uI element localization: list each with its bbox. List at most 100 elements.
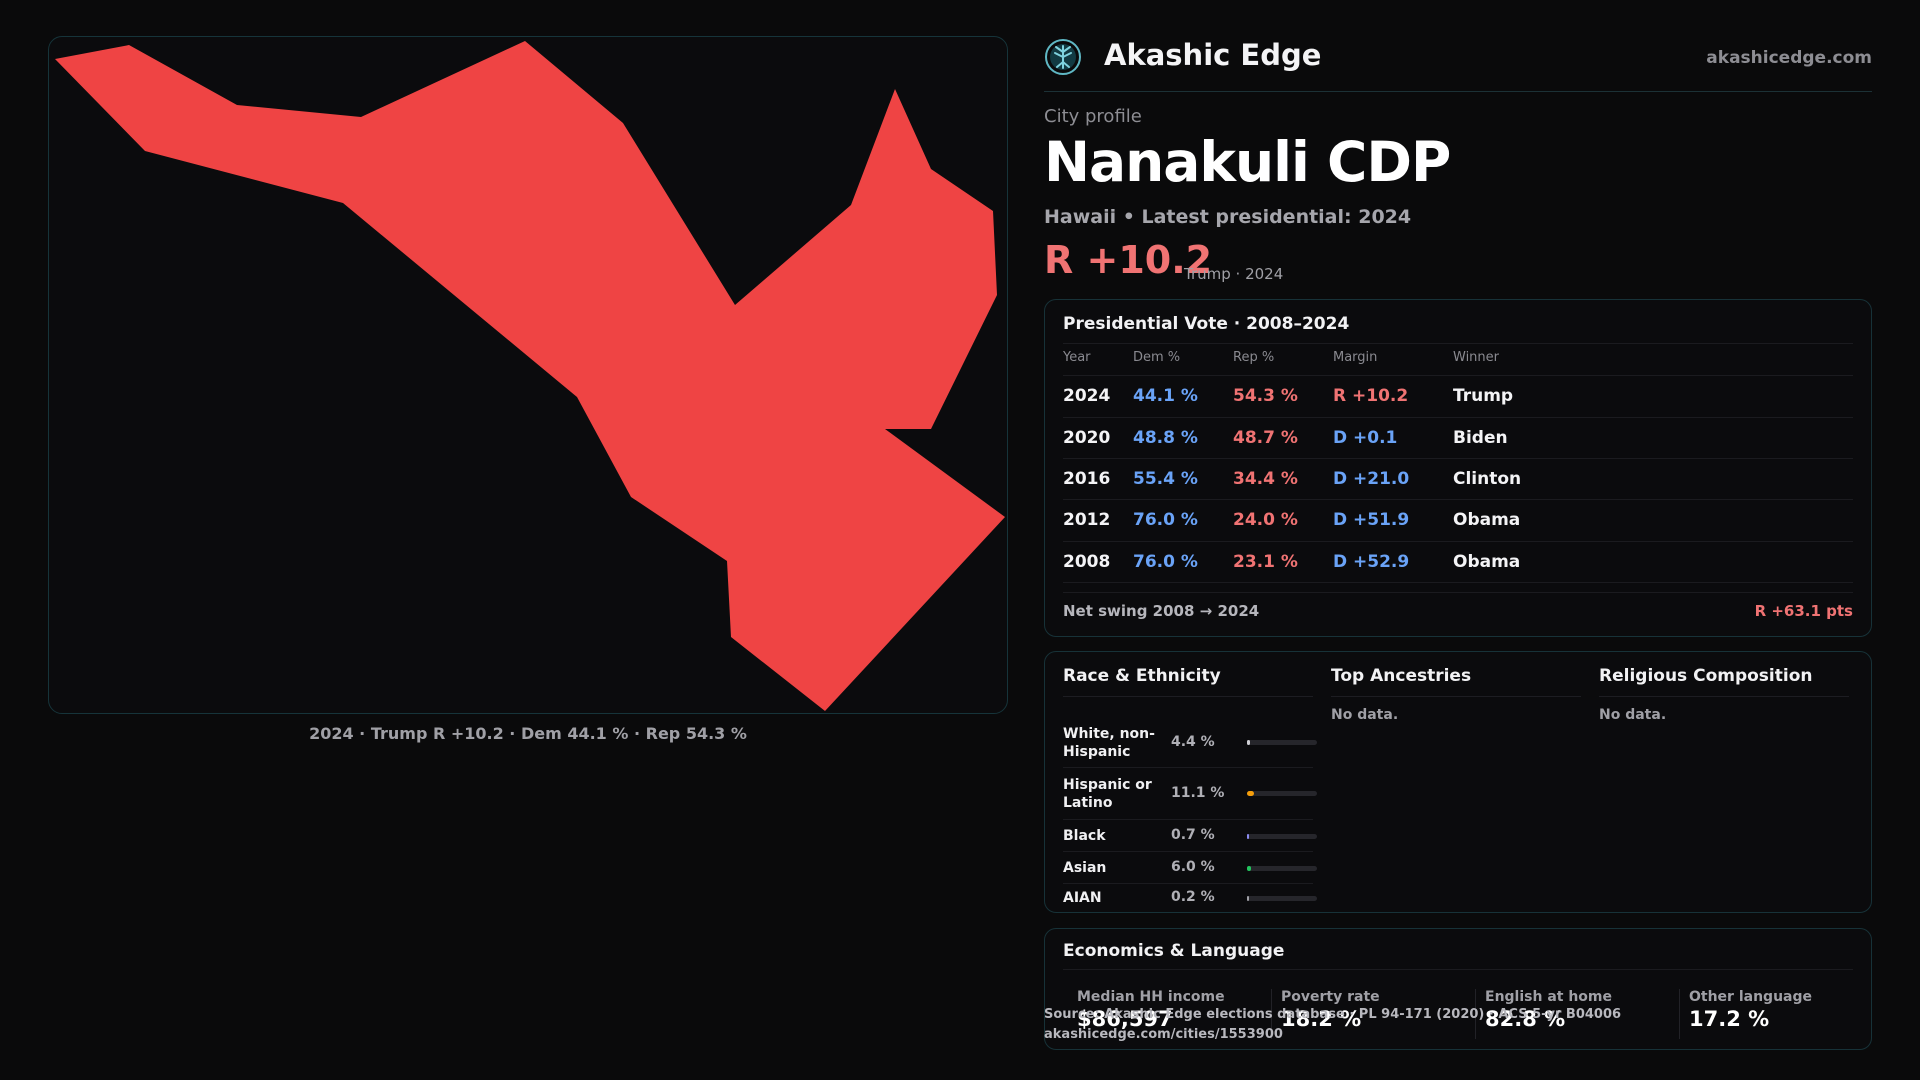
- stat-median-income: Median HH income $86,597: [1077, 989, 1267, 1045]
- cell-year: 2024: [1063, 386, 1111, 406]
- header-winner: Winner: [1453, 350, 1500, 365]
- table-row: 2024 44.1 % 54.3 % R +10.2 Trump: [1063, 375, 1853, 417]
- stat-value: $86,597: [1077, 1007, 1173, 1031]
- divider: [1063, 343, 1853, 344]
- cell-dem: 44.1 %: [1133, 386, 1198, 406]
- cell-year: 2020: [1063, 428, 1111, 448]
- race-label: Black: [1063, 828, 1106, 844]
- brand-header: Akashic Edge akashicedge.com: [1044, 36, 1872, 92]
- religion-empty: No data.: [1599, 707, 1667, 723]
- economics-card: Economics & Language Median HH income $8…: [1044, 928, 1872, 1050]
- cell-rep: 54.3 %: [1233, 386, 1298, 406]
- source-note: Source: Akashic Edge elections database …: [1044, 1005, 1621, 1045]
- cell-year: 2008: [1063, 552, 1111, 572]
- stat-value: 17.2 %: [1689, 1007, 1770, 1031]
- race-bar-fill: [1247, 740, 1250, 745]
- cell-winner: Obama: [1453, 552, 1521, 572]
- race-pct: 11.1 %: [1171, 785, 1225, 801]
- race-label: Asian: [1063, 860, 1107, 876]
- race-bar-track: [1247, 866, 1317, 871]
- cell-margin: D +21.0: [1333, 469, 1410, 489]
- cell-rep: 34.4 %: [1233, 469, 1298, 489]
- race-row: Hispanic or Latino 11.1 %: [1063, 768, 1317, 820]
- cell-margin: D +0.1: [1333, 428, 1398, 448]
- stat-label: English at home: [1485, 989, 1613, 1005]
- race-pct: 0.7 %: [1171, 827, 1215, 843]
- net-swing-label: Net swing 2008 → 2024: [1063, 602, 1260, 620]
- cell-winner: Biden: [1453, 428, 1508, 448]
- stat-label: Poverty rate: [1281, 989, 1380, 1005]
- stat-other-language: Other language 17.2 %: [1689, 989, 1879, 1045]
- source-link[interactable]: akashicedge.com/cities/1553900: [1044, 1027, 1283, 1042]
- demographics-card: Race & Ethnicity White, non-Hispanic 4.4…: [1044, 651, 1872, 913]
- divider: [1475, 989, 1476, 1039]
- religion-title: Religious Composition: [1599, 666, 1849, 697]
- race-label: Hispanic or Latino: [1063, 777, 1152, 811]
- brand-url-link[interactable]: akashicedge.com: [1706, 48, 1872, 68]
- cell-dem: 76.0 %: [1133, 552, 1198, 572]
- stat-label: Other language: [1689, 989, 1812, 1005]
- cell-dem: 48.8 %: [1133, 428, 1198, 448]
- religion-section: Religious Composition No data.: [1599, 666, 1849, 723]
- race-pct: 6.0 %: [1171, 859, 1215, 875]
- divider: [1063, 592, 1853, 593]
- cell-rep: 23.1 %: [1233, 552, 1298, 572]
- race-pct: 4.4 %: [1171, 734, 1215, 750]
- vote-card-title: Presidential Vote · 2008–2024: [1063, 314, 1350, 334]
- cell-margin: D +51.9: [1333, 510, 1410, 530]
- cell-winner: Clinton: [1453, 469, 1522, 489]
- ancestries-title: Top Ancestries: [1331, 666, 1581, 697]
- race-row: Black 0.7 %: [1063, 820, 1317, 852]
- presidential-vote-card: Presidential Vote · 2008–2024 Year Dem %…: [1044, 299, 1872, 637]
- stat-poverty-rate: Poverty rate 18.2 %: [1281, 989, 1471, 1045]
- table-row: 2020 48.8 % 48.7 % D +0.1 Biden: [1063, 417, 1853, 459]
- source-text: Source: Akashic Edge elections database …: [1044, 1007, 1622, 1022]
- divider: [1271, 989, 1272, 1039]
- stat-value: 82.8 %: [1485, 1007, 1566, 1031]
- page-subtitle: Hawaii • Latest presidential: 2024: [1044, 206, 1412, 228]
- race-row: AIAN 0.2 %: [1063, 884, 1317, 914]
- header-rep: Rep %: [1233, 350, 1275, 365]
- race-bar-track: [1247, 740, 1317, 745]
- table-row: 2016 55.4 % 34.4 % D +21.0 Clinton: [1063, 458, 1853, 500]
- city-boundary-shape: [55, 41, 1005, 711]
- race-row: White, non-Hispanic 4.4 %: [1063, 718, 1317, 768]
- cell-margin: D +52.9: [1333, 552, 1410, 572]
- race-bar-track: [1247, 834, 1317, 839]
- race-bar-track: [1247, 896, 1317, 901]
- cell-dem: 76.0 %: [1133, 510, 1198, 530]
- ancestries-section: Top Ancestries No data.: [1331, 666, 1581, 723]
- cell-winner: Obama: [1453, 510, 1521, 530]
- latest-margin-note: Trump · 2024: [1184, 265, 1284, 283]
- race-pct: 0.2 %: [1171, 889, 1215, 905]
- header-year: Year: [1063, 350, 1091, 365]
- race-label: White, non-Hispanic: [1063, 726, 1155, 760]
- economics-title: Economics & Language: [1063, 941, 1285, 961]
- cell-dem: 55.4 %: [1133, 469, 1198, 489]
- divider: [1679, 989, 1680, 1039]
- cell-year: 2016: [1063, 469, 1111, 489]
- race-bar-fill: [1247, 896, 1249, 901]
- brand-name: Akashic Edge: [1104, 38, 1322, 72]
- table-row: 2012 76.0 % 24.0 % D +51.9 Obama: [1063, 499, 1853, 541]
- net-swing-value: R +63.1 pts: [1754, 602, 1853, 620]
- cell-winner: Trump: [1453, 386, 1514, 406]
- race-bar-track: [1247, 791, 1317, 796]
- profile-kicker: City profile: [1044, 106, 1142, 127]
- latest-margin: R +10.2: [1044, 238, 1213, 282]
- city-map[interactable]: [48, 36, 1008, 714]
- race-bar-fill: [1247, 791, 1254, 796]
- cell-rep: 48.7 %: [1233, 428, 1298, 448]
- divider: [1063, 969, 1853, 970]
- race-bar-fill: [1247, 866, 1251, 871]
- city-boundary-map: [55, 41, 1005, 711]
- cell-year: 2012: [1063, 510, 1111, 530]
- tree-logo-icon: [1045, 39, 1081, 75]
- header-margin: Margin: [1333, 350, 1378, 365]
- stat-value: 18.2 %: [1281, 1007, 1362, 1031]
- race-row: Asian 6.0 %: [1063, 852, 1317, 884]
- stat-label: Median HH income: [1077, 989, 1225, 1005]
- cell-rep: 24.0 %: [1233, 510, 1298, 530]
- table-row: 2008 76.0 % 23.1 % D +52.9 Obama: [1063, 541, 1853, 583]
- ancestries-empty: No data.: [1331, 707, 1399, 723]
